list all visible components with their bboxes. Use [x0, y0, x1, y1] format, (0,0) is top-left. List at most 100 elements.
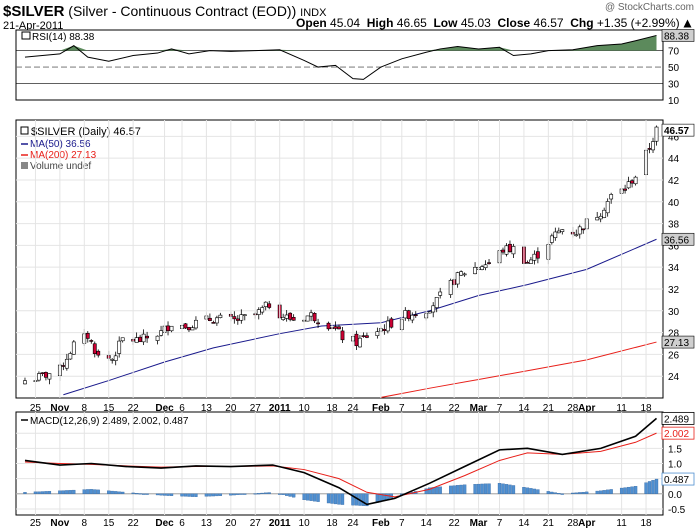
- x-tick-label: 21: [543, 403, 555, 414]
- x-tick-label: Feb: [372, 403, 390, 414]
- x-tick-label: 15: [103, 403, 115, 414]
- candle-body: [553, 231, 558, 238]
- histogram-bar: [330, 493, 334, 504]
- histogram-bar: [33, 491, 38, 494]
- candle-body: [389, 318, 394, 328]
- symbol: $SILVER: [3, 3, 65, 20]
- candle-body: [44, 372, 48, 378]
- macd-tick-label: 1.5: [668, 444, 682, 455]
- price-tick-label: 28: [668, 329, 680, 340]
- histogram-bar: [155, 493, 160, 496]
- histogram-bar: [337, 493, 341, 505]
- x-tick-label: 8: [82, 403, 88, 414]
- histogram-bar: [183, 493, 188, 497]
- price-last-label: 36.56: [664, 235, 689, 246]
- candle-body: [633, 176, 638, 185]
- close-label: Close: [497, 16, 531, 30]
- histogram-bar: [117, 491, 121, 494]
- candle-body: [232, 316, 237, 320]
- candle-body: [85, 332, 90, 339]
- histogram-bar: [281, 493, 285, 495]
- histogram-bar: [438, 486, 442, 494]
- x-tick-label: Mar: [470, 518, 488, 529]
- candle-body: [532, 253, 537, 261]
- histogram-bar: [424, 488, 428, 494]
- histogram-bar: [647, 481, 652, 494]
- price-tick-label: 46: [668, 132, 680, 143]
- x-tick-label: 27: [250, 518, 262, 529]
- candle-body: [40, 372, 45, 375]
- candle-body: [623, 188, 628, 191]
- histogram-bar: [557, 493, 561, 495]
- rsi-line: [24, 34, 657, 80]
- watermark: @ StockCharts.com: [604, 2, 694, 13]
- x-tick-label: 20: [225, 403, 237, 414]
- x-tick-label: 10: [299, 403, 311, 414]
- histogram-bar: [435, 486, 439, 494]
- histogram-bar: [333, 493, 338, 505]
- candle-body: [242, 314, 247, 316]
- price-tick-label: 36: [668, 241, 680, 252]
- x-tick-label: 28: [567, 518, 579, 529]
- histogram-bar: [72, 489, 76, 494]
- macd-title: MACD(12,26,9) 2.489, 2.002, 0.487: [30, 416, 189, 427]
- candle-body: [605, 201, 610, 214]
- candle-body: [473, 266, 477, 275]
- price-tick-label: 24: [668, 372, 680, 383]
- macd-tick-label: 0.0: [668, 490, 682, 501]
- triangle-up-icon: [683, 19, 692, 28]
- histogram-bar: [285, 493, 289, 496]
- histogram-bar: [483, 483, 488, 494]
- x-tick-label: Dec: [155, 403, 174, 414]
- histogram-bar: [145, 493, 149, 495]
- histogram-bar: [626, 486, 631, 494]
- rsi-legend-swatch: [21, 31, 31, 40]
- x-tick-label: 2011: [269, 518, 291, 529]
- ma50-line: [63, 238, 657, 396]
- histogram-bar: [82, 489, 86, 494]
- x-tick-label: 6: [179, 518, 185, 529]
- candle-body: [483, 264, 488, 268]
- candle-body: [626, 181, 631, 189]
- histogram-bar: [630, 486, 634, 494]
- histogram-bar: [267, 492, 271, 494]
- price-tick-label: 38: [668, 220, 680, 231]
- histogram-bar: [204, 493, 209, 497]
- histogram-bar: [585, 491, 589, 494]
- candle-body: [305, 315, 310, 322]
- candle-body: [169, 325, 174, 332]
- candle-body: [431, 305, 436, 313]
- volume-bars-icon: [21, 162, 28, 169]
- rsi-title: RSI(14) 88.38: [32, 32, 95, 43]
- x-tick-label: 14: [421, 518, 433, 529]
- histogram-bar: [40, 491, 45, 494]
- candlestick-icon: [20, 126, 29, 135]
- candle-body: [113, 355, 118, 361]
- histogram-bar: [654, 478, 659, 494]
- candle-body: [581, 228, 586, 231]
- x-tick-label: 15: [103, 518, 115, 529]
- histogram-bar: [340, 493, 345, 505]
- candle-body: [214, 317, 219, 324]
- x-tick-label: 22: [128, 518, 140, 529]
- candle-body: [382, 328, 387, 331]
- x-tick-label: 24: [347, 518, 359, 529]
- histogram-bar: [476, 483, 481, 494]
- price-tick-label: 26: [668, 350, 680, 361]
- histogram-bar: [86, 489, 90, 494]
- price-legend-symbol: $SILVER (Daily) 46.57: [31, 126, 141, 138]
- histogram-bar: [239, 493, 243, 495]
- x-tick-label: 7: [399, 403, 405, 414]
- histogram-bar: [386, 493, 390, 500]
- rsi-overbought-fill: [59, 35, 657, 51]
- x-tick-label: Mar: [470, 403, 488, 414]
- histogram-bar: [633, 486, 638, 494]
- candle-body: [260, 307, 265, 313]
- candle-body: [560, 229, 565, 232]
- description: (Silver - Continuous Contract (EOD)): [68, 3, 297, 19]
- candle-body: [574, 234, 579, 237]
- x-tick-label: 22: [128, 403, 140, 414]
- x-tick-label: 11: [616, 518, 627, 529]
- candle-body: [256, 309, 261, 315]
